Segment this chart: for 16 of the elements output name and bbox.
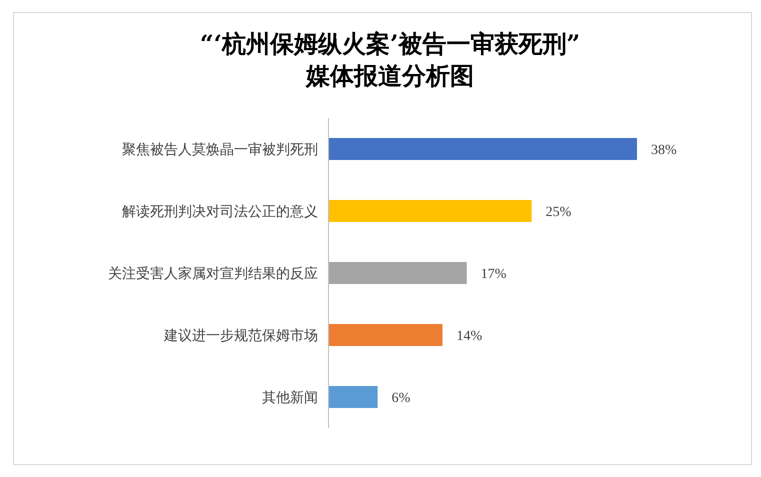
chart-title: “‘杭州保姆纵火案’被告一审获死刑” 媒体报道分析图 xyxy=(200,29,580,90)
data-label: 6% xyxy=(392,391,411,406)
y-tick-label: 其他新闻 xyxy=(262,390,318,406)
data-label: 25% xyxy=(546,205,572,220)
y-tick-label: 解读死刑判决对司法公正的意义 xyxy=(122,204,318,220)
y-tick-label: 建议进一步规范保姆市场 xyxy=(163,328,318,344)
bar xyxy=(329,138,637,160)
data-label: 14% xyxy=(456,329,482,344)
data-label: 17% xyxy=(480,267,507,282)
bar xyxy=(329,386,378,408)
y-tick-label: 聚焦被告人莫焕晶一审被判死刑 xyxy=(122,142,318,158)
bar xyxy=(329,324,442,346)
bar xyxy=(329,200,532,222)
bar xyxy=(329,262,467,284)
data-label: 38% xyxy=(651,143,677,158)
y-tick-label: 关注受害人家属对宣判结果的反应 xyxy=(108,266,318,282)
